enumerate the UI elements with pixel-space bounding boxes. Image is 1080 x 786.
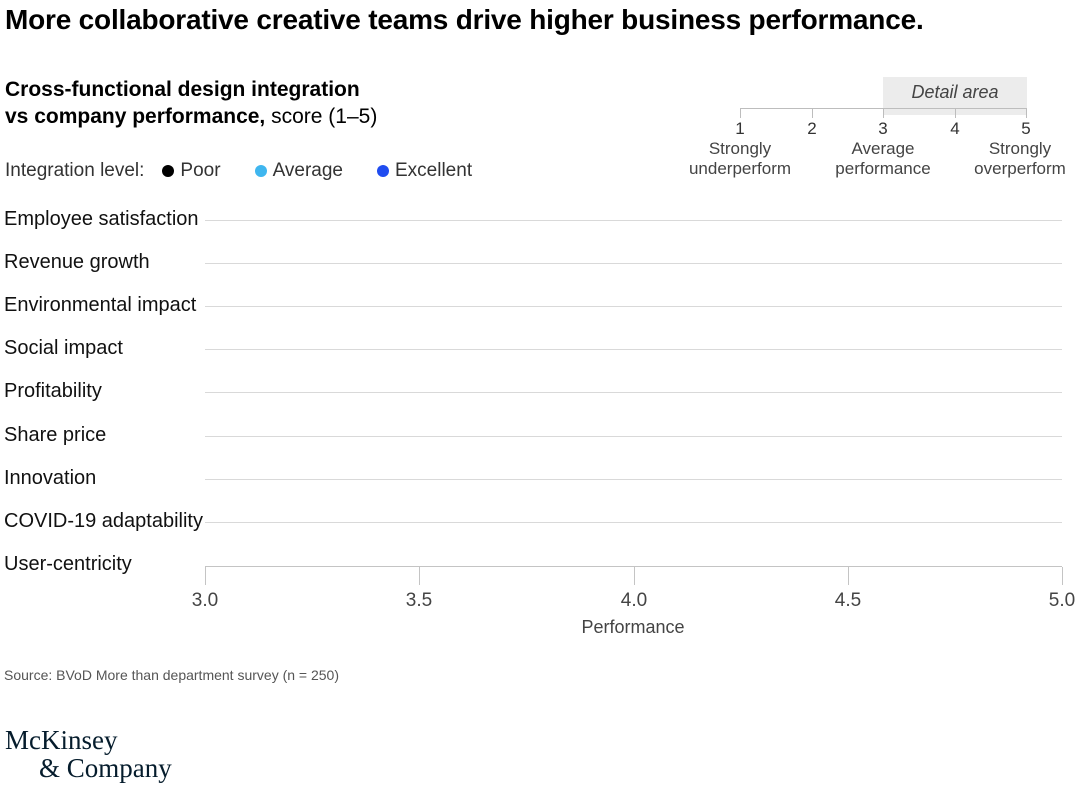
subtitle-line2-bold: vs company performance, <box>5 105 266 128</box>
row-gridline <box>205 521 1062 523</box>
x-axis-line <box>205 566 1062 567</box>
scale-key-tick <box>955 108 956 118</box>
x-tick-label: 4.5 <box>834 590 862 611</box>
logo-line1: McKinsey <box>5 725 118 755</box>
scale-key-description: Average performance <box>835 139 931 178</box>
legend-dot-excellent <box>377 165 389 177</box>
x-tick <box>1062 567 1063 585</box>
x-tick <box>205 567 206 585</box>
scale-key-tick <box>883 108 884 118</box>
row-label: Social impact <box>4 337 123 360</box>
x-tick <box>419 567 420 585</box>
subtitle-line2-rest: score (1–5) <box>265 105 378 128</box>
x-tick-label: 4.0 <box>620 590 648 611</box>
scale-key-number: 5 <box>1021 119 1031 138</box>
row-label: COVID-19 adaptability <box>4 509 203 532</box>
detail-area-label: Detail area <box>911 82 999 102</box>
x-tick-label: 3.5 <box>405 590 433 611</box>
legend-label-excellent: Excellent <box>395 160 473 181</box>
chart-subtitle: Cross-functional design integration vs c… <box>5 76 377 130</box>
row-label: Share price <box>4 423 107 446</box>
row-label: Employee satisfaction <box>4 208 199 230</box>
row-label: Profitability <box>4 380 102 403</box>
source-note: Source: BVoD More than department survey… <box>4 667 340 683</box>
row-gridline <box>205 435 1062 437</box>
scale-key: Detail area 1 2 3 4 5 Strongly underperform Av… <box>680 76 1080 186</box>
legend: Integration level: Poor Average Excellen… <box>5 160 506 182</box>
legend-dot-poor <box>162 165 175 177</box>
legend-dot-average <box>254 165 267 177</box>
legend-item-average: Average <box>254 160 343 182</box>
legend-label-average: Average <box>272 160 343 181</box>
chart-headline: More collaborative creative teams drive … <box>5 4 924 35</box>
scale-key-number: 3 <box>878 119 888 138</box>
x-tick <box>848 567 849 585</box>
scale-key-description: Strongly overperform <box>974 139 1066 178</box>
mckinsey-logo: McKinsey & Company <box>5 726 172 782</box>
scale-key-tick <box>812 108 813 118</box>
legend-item-poor: Poor <box>162 160 221 182</box>
x-tick <box>634 567 635 585</box>
subtitle-line1: Cross-functional design integration <box>5 78 360 101</box>
x-axis-title: Performance <box>581 617 685 637</box>
scale-key-description: Strongly underperform <box>688 139 792 178</box>
row-label: Environmental impact <box>4 294 197 317</box>
legend-label-poor: Poor <box>180 160 221 181</box>
legend-title: Integration level: <box>5 160 145 181</box>
row-gridline <box>205 306 1062 308</box>
x-tick-label: 5.0 <box>1048 590 1076 611</box>
logo-line2: & Company <box>39 753 172 783</box>
row-label: Innovation <box>4 466 97 489</box>
row-label: User-centricity <box>4 552 132 575</box>
scale-key-number: 2 <box>807 119 817 138</box>
row-gridline <box>205 349 1062 351</box>
scale-key-tick <box>1026 108 1027 118</box>
scale-key-tick <box>740 108 741 118</box>
legend-item-excellent: Excellent <box>377 160 472 182</box>
row-label: Revenue growth <box>4 251 150 274</box>
scale-key-number: 1 <box>735 119 745 138</box>
scale-key-number: 4 <box>950 119 960 138</box>
row-gridline <box>205 478 1062 480</box>
row-gridline <box>205 392 1062 394</box>
row-gridline <box>205 220 1062 221</box>
row-gridline <box>205 263 1062 265</box>
x-tick-label: 3.0 <box>191 590 219 611</box>
